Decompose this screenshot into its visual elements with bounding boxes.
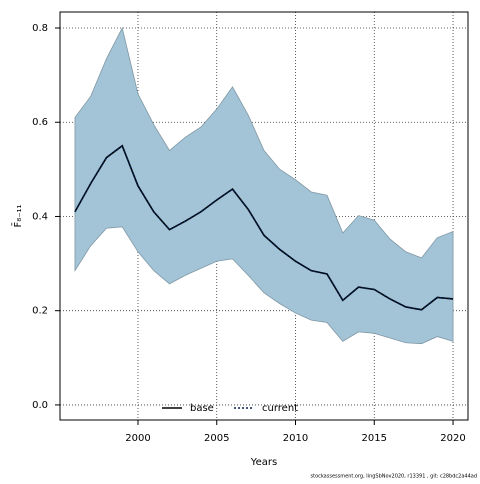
x-tick-label: 2020	[440, 433, 465, 444]
legend-label: current	[262, 403, 298, 414]
y-tick-label: 0.8	[32, 23, 48, 34]
y-tick-label: 0.6	[32, 117, 48, 128]
y-tick-label: 0.0	[32, 400, 48, 411]
confidence-band	[74, 26, 454, 345]
footer: stockassessment.org, lingSbNov2020, r133…	[311, 474, 478, 480]
y-tick-label: 0.2	[32, 306, 48, 317]
x-tick-label: 2000	[125, 433, 150, 444]
line	[74, 144, 454, 311]
x-tick-label: 2015	[362, 433, 387, 444]
y-axis-label: F̄₈₋₁₁	[11, 204, 24, 227]
y-tick-label: 0.4	[32, 211, 48, 222]
legend-label: base	[190, 403, 214, 414]
x-tick-label: 2010	[283, 433, 308, 444]
x-tick-label: 2005	[204, 433, 229, 444]
x-axis-label: Years	[250, 457, 277, 468]
